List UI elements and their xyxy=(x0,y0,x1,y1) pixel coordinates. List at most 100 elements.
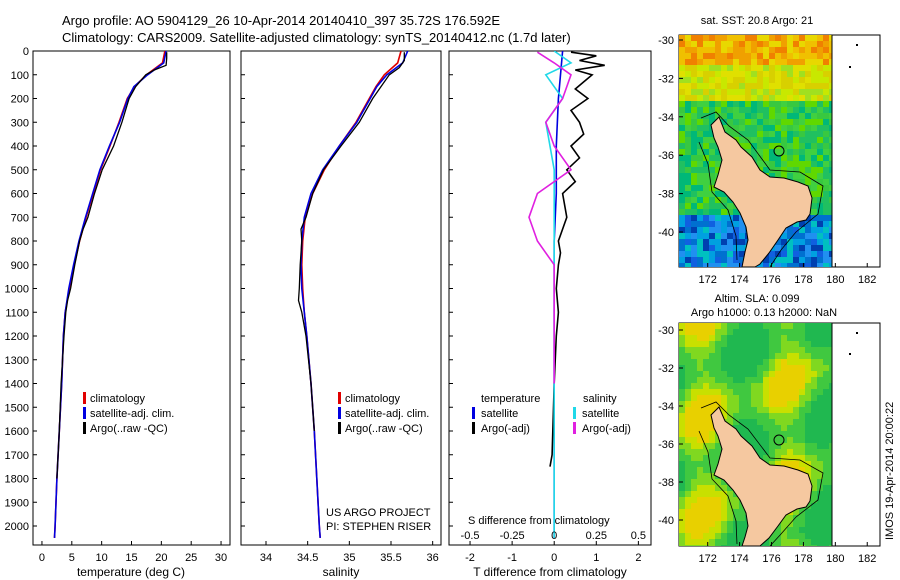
sst-map-title: sat. SST: 20.8 Argo: 21 xyxy=(701,15,814,27)
difference-plot-frame xyxy=(448,50,652,546)
header-line2: Climatology: CARS2009. Satellite-adjuste… xyxy=(62,30,571,45)
s-tick-label: 0 xyxy=(551,530,557,542)
difference-xlabel: T difference from climatology xyxy=(473,565,627,579)
y-tick-label: 600 xyxy=(11,189,29,201)
series-line-t-satellite xyxy=(553,51,564,538)
imos-watermark: IMOS 19-Apr-2014 20:00:22 xyxy=(884,402,896,540)
nz-land-sla xyxy=(698,401,824,546)
legend-label-argo: Argo(..raw -QC) xyxy=(345,423,423,435)
sla-map-title-2: Argo h1000: 0.13 h2000: NaN xyxy=(691,307,837,319)
series-line-t-argo-adj xyxy=(549,51,605,467)
temperature-lines xyxy=(53,51,168,538)
map-lon-label: 174 xyxy=(730,274,748,286)
sla-map-title-1: Altim. SLA: 0.099 xyxy=(715,293,800,305)
y-tick-label: 500 xyxy=(11,165,29,177)
argo-location-marker xyxy=(773,434,785,446)
x-tick-label: 35.5 xyxy=(380,552,401,564)
map-lon-label: 182 xyxy=(858,553,876,565)
x-tick-label: 36 xyxy=(427,552,439,564)
legend-swatch-t-satellite xyxy=(472,407,475,419)
temperature-xlabel: temperature (deg C) xyxy=(77,565,185,579)
x-tick-label: 2 xyxy=(635,552,641,564)
legend-swatch-s-argo xyxy=(573,422,576,434)
legend-swatch-s-satellite xyxy=(573,407,576,419)
y-tick-label: 1700 xyxy=(5,450,29,462)
s-tick-label: -0.5 xyxy=(461,530,480,542)
y-tick-label: 1200 xyxy=(5,331,29,343)
x-tick-label: 34 xyxy=(260,552,272,564)
series-line-s-satellite xyxy=(544,51,573,538)
legend-label-t-satellite: satellite xyxy=(481,408,518,420)
y-tick-label: 1100 xyxy=(5,307,29,319)
y-tick-label: 100 xyxy=(11,70,29,82)
map-lon-label: 176 xyxy=(762,553,780,565)
y-tick-label: 1800 xyxy=(5,474,29,486)
map-lon-label: 180 xyxy=(826,553,844,565)
legend-label-climatology: climatology xyxy=(345,393,401,405)
legend-label-t-argo: Argo(-adj) xyxy=(481,423,530,435)
map-lat-label: -30 xyxy=(658,325,674,337)
salinity-plot-frame xyxy=(240,50,442,546)
s-difference-label: S difference from climatology xyxy=(468,515,610,527)
map-lon-label: 180 xyxy=(826,274,844,286)
map-lon-label: 172 xyxy=(699,553,717,565)
legend-swatch-climatology xyxy=(338,392,341,404)
legend-label-s-argo: Argo(-adj) xyxy=(582,423,631,435)
axis-ticks: 0 5 10 15 20 25 300100200300400500600700800900… xyxy=(5,46,647,564)
map-lat-label: -38 xyxy=(658,189,674,201)
legend-title-salinity: salinity xyxy=(583,393,617,405)
difference-lines xyxy=(528,51,605,538)
map-lat-label: -40 xyxy=(658,515,674,527)
y-tick-label: 300 xyxy=(11,117,29,129)
legend-swatch-t-argo xyxy=(472,422,475,434)
map-lat-label: -40 xyxy=(658,227,674,239)
y-tick-label: 1300 xyxy=(5,355,29,367)
salinity-legend: climatology satellite-adj. clim. Argo(..… xyxy=(338,392,429,435)
y-tick-label: 1500 xyxy=(5,402,29,414)
series-line-argo-raw-qc xyxy=(56,52,168,479)
y-tick-label: 1400 xyxy=(5,379,29,391)
map-lat-label: -32 xyxy=(658,363,674,375)
header-line1: Argo profile: AO 5904129_26 10-Apr-2014 … xyxy=(62,13,500,28)
sst-map xyxy=(678,34,881,268)
series-line-argo-raw-qc xyxy=(297,52,405,432)
s-tick-label: 0.5 xyxy=(631,530,646,542)
x-tick-label: 25 xyxy=(185,552,197,564)
legend-swatch-satellite xyxy=(338,407,341,419)
sla-map xyxy=(678,322,881,547)
s-tick-label: 0.25 xyxy=(586,530,607,542)
x-tick-label: 1 xyxy=(593,552,599,564)
difference-legend: temperature salinity satellite Argo(-adj… xyxy=(472,393,631,435)
x-tick-label: -2 xyxy=(465,552,475,564)
legend-label-argo: Argo(..raw -QC) xyxy=(90,423,168,435)
x-tick-label: 34.5 xyxy=(297,552,318,564)
map-lat-label: -36 xyxy=(658,439,674,451)
temperature-legend: climatology satellite-adj. clim. Argo(..… xyxy=(83,392,174,435)
map-lon-label: 172 xyxy=(699,274,717,286)
series-line-satellite-adj-clim xyxy=(53,51,167,538)
legend-label-satellite: satellite-adj. clim. xyxy=(345,408,429,420)
y-tick-label: 900 xyxy=(11,260,29,272)
x-tick-label: 20 xyxy=(155,552,167,564)
map-lat-label: -34 xyxy=(658,112,674,124)
credit-project: US ARGO PROJECT xyxy=(326,507,431,519)
salinity-xlabel: salinity xyxy=(323,565,360,579)
map-lat-label: -36 xyxy=(658,150,674,162)
map-lat-label: -30 xyxy=(658,35,674,47)
legend-label-satellite: satellite-adj. clim. xyxy=(90,408,174,420)
x-tick-label: 5 xyxy=(69,552,75,564)
temperature-plot-frame xyxy=(32,50,231,546)
x-tick-label: 30 xyxy=(215,552,227,564)
x-tick-label: 0 xyxy=(551,552,557,564)
legend-swatch-argo xyxy=(338,422,341,434)
map-lon-label: 174 xyxy=(730,553,748,565)
legend-swatch-argo xyxy=(83,422,86,434)
map-lat-label: -34 xyxy=(658,401,674,413)
nz-land-sst xyxy=(698,111,824,267)
y-tick-label: 1000 xyxy=(5,284,29,296)
map-lat-label: -32 xyxy=(658,73,674,85)
map-lon-label: 182 xyxy=(858,274,876,286)
legend-label-climatology: climatology xyxy=(90,393,146,405)
